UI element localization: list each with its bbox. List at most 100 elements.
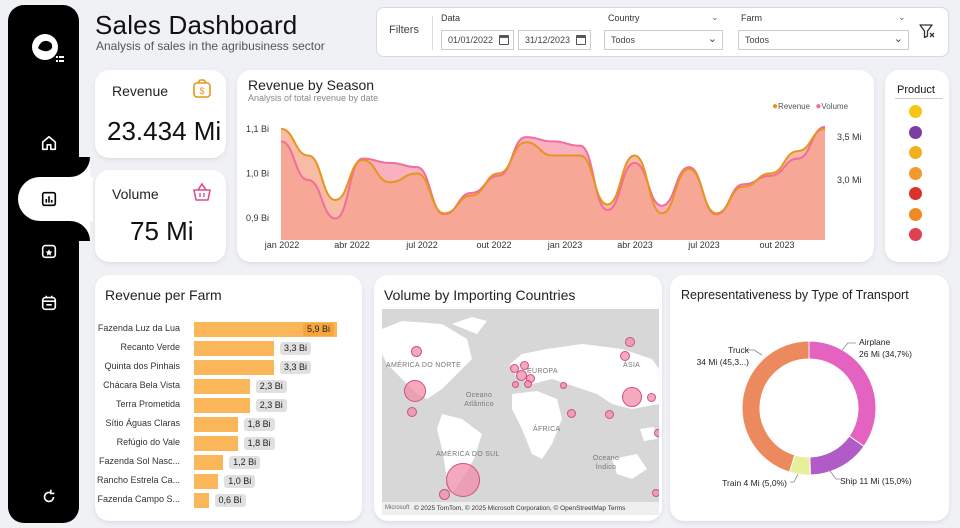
country-bubble[interactable] <box>407 407 417 417</box>
date-to-value: 31/12/2023 <box>525 35 571 45</box>
transport-card: Representativeness by Type of Transport … <box>670 275 949 521</box>
x-tick: jul 2023 <box>687 240 720 250</box>
farm-bar-row[interactable]: Chácara Bela Vista 2,3 Bi <box>103 379 355 394</box>
farm-bar[interactable] <box>194 398 250 413</box>
farm-bar-label: Refúgio do Vale <box>116 437 180 447</box>
country-bubble[interactable] <box>652 489 659 497</box>
farm-bar-row[interactable]: Quinta dos Pinhais 3,3 Bi <box>104 360 355 375</box>
money-icon: $ <box>193 79 211 98</box>
chevron-down-icon[interactable]: ⌄ <box>898 12 906 22</box>
farm-bar[interactable] <box>194 493 209 508</box>
nav-dashboard[interactable] <box>18 175 79 223</box>
world-map[interactable]: AMÉRICA DO NORTE EUROPA ÁSIA Oceano Atlâ… <box>382 309 659 515</box>
farm-bar-value: 1,2 Bi <box>229 456 261 469</box>
farm-bar-value: 2,3 Bi <box>255 380 287 393</box>
farm-bar-row[interactable]: Fazenda Luz da Lua 5,9 Bi <box>98 322 355 337</box>
country-bubble[interactable] <box>567 409 576 418</box>
farm-bar[interactable] <box>194 455 224 470</box>
chevron-down-icon[interactable]: ⌄ <box>711 12 719 22</box>
y-left-tick: 1,0 Bi <box>246 168 269 178</box>
farm-bar-row[interactable]: Sítio Águas Claras 1,8 Bi <box>105 417 355 432</box>
nav-favorites[interactable] <box>18 227 79 275</box>
apple-icon[interactable] <box>906 185 924 203</box>
season-chart-subtitle: Analysis of total revenue by date <box>248 93 379 103</box>
grapes-icon-swatch <box>908 125 922 139</box>
country-bubble[interactable] <box>625 337 635 347</box>
date-to-input[interactable]: 31/12/2023 <box>518 30 591 50</box>
farm-bar-value: 5,9 Bi <box>303 323 335 336</box>
farm-bar[interactable] <box>194 436 238 451</box>
farm-bar[interactable] <box>194 341 274 356</box>
volume-kpi-label: Volume <box>112 186 159 202</box>
nav-refresh[interactable] <box>18 473 79 521</box>
donut-slice-truck[interactable] <box>741 340 810 473</box>
legend-revenue: Revenue <box>778 102 811 111</box>
country-bubble[interactable] <box>654 429 659 437</box>
legend-volume: Volume <box>821 102 849 111</box>
country-bubble[interactable] <box>446 463 480 497</box>
donut-label-airplane-value: 26 Mi (34,7%) <box>859 349 912 359</box>
map-attribution[interactable]: Microsoft © 2025 TomTom, © 2025 Microsof… <box>382 502 659 515</box>
calendar-icon[interactable] <box>499 35 509 45</box>
farm-bar[interactable] <box>194 417 238 432</box>
country-bubble[interactable] <box>620 351 630 361</box>
farm-bar-label: Fazenda Luz da Lua <box>97 323 180 333</box>
donut-slice-ship[interactable] <box>809 435 865 476</box>
watermelon-icon[interactable] <box>906 226 924 244</box>
leader-line <box>829 470 840 480</box>
farm-bar[interactable] <box>194 379 250 394</box>
country-bubble[interactable] <box>439 489 450 500</box>
product-slicer-card: Product <box>885 70 949 262</box>
divider <box>432 16 433 50</box>
farm-bar-row[interactable]: Refúgio do Vale 1,8 Bi <box>105 436 355 451</box>
star-calendar-icon <box>41 244 56 259</box>
farm-bar[interactable] <box>194 360 274 375</box>
farm-bar-row[interactable]: Fazenda Campo S... 0,6 Bi <box>97 493 355 508</box>
country-bubble[interactable] <box>520 361 529 370</box>
farm-bar[interactable] <box>194 474 219 489</box>
country-bubble[interactable] <box>647 393 656 402</box>
farm-bar-value: 2,3 Bi <box>255 399 287 412</box>
country-bubble[interactable] <box>512 381 519 388</box>
y-left-tick: 0,9 Bi <box>246 213 269 223</box>
map-label: AMÉRICA DO NORTE <box>386 362 462 369</box>
orange-icon[interactable] <box>906 206 924 224</box>
y-right-tick: 3,5 Mi <box>837 132 862 142</box>
x-tick: jan 2022 <box>264 240 300 250</box>
country-bubble[interactable] <box>560 382 567 389</box>
country-bubble[interactable] <box>622 387 642 407</box>
country-bubble[interactable] <box>524 380 532 388</box>
orange-icon-swatch <box>908 207 922 221</box>
papaya-icon[interactable] <box>906 165 924 183</box>
country-bubble[interactable] <box>605 410 614 419</box>
country-bubble[interactable] <box>411 346 422 357</box>
x-tick: out 2023 <box>759 240 794 250</box>
country-bubble[interactable] <box>404 380 426 402</box>
nav-calendar[interactable] <box>18 279 79 327</box>
x-tick: abr 2023 <box>617 240 653 250</box>
country-select[interactable]: Todos ⌄ <box>604 30 723 50</box>
nav-active-curve <box>70 157 90 177</box>
season-chart-title: Revenue by Season <box>248 77 375 93</box>
farm-bar-row[interactable]: Rancho Estrela Ca... 1,0 Bi <box>97 474 355 489</box>
grapes-icon[interactable] <box>906 124 924 142</box>
farm-bar-row[interactable]: Fazenda Sol Nasc... 1,2 Bi <box>99 455 355 470</box>
mango-icon[interactable] <box>906 144 924 162</box>
clear-filter-icon[interactable] <box>918 22 936 40</box>
farm-bar[interactable] <box>194 322 337 337</box>
farm-select[interactable]: Todos ⌄ <box>738 30 909 50</box>
farm-bar-row[interactable]: Terra Prometida 2,3 Bi <box>105 398 355 413</box>
farm-panel-title: Revenue per Farm <box>105 287 222 303</box>
map-label: AMÉRICA DO SUL <box>436 451 500 458</box>
banana-icon[interactable] <box>906 103 924 121</box>
volume-kpi-card: Volume 75 Mi <box>95 170 226 262</box>
country-bubble[interactable] <box>510 364 519 373</box>
farm-bar-row[interactable]: Recanto Verde 3,3 Bi <box>105 341 355 356</box>
calendar-icon[interactable] <box>576 35 586 45</box>
date-from-input[interactable]: 01/01/2022 <box>441 30 514 50</box>
date-filter-label: Data <box>441 13 461 23</box>
divider <box>895 98 943 99</box>
country-filter-label: Country <box>608 13 640 23</box>
nav-home[interactable] <box>18 119 79 167</box>
leader-line <box>746 349 763 356</box>
